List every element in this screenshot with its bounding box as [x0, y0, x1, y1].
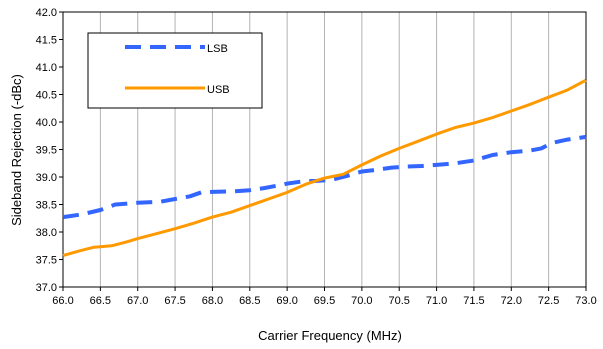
y-tick-label: 37.5	[36, 255, 57, 267]
series-layer	[62, 78, 587, 258]
legend-label-lsb: LSB	[207, 43, 228, 55]
x-tick-label: 66.0	[52, 295, 73, 307]
x-tick-label: 67.0	[127, 295, 148, 307]
y-tick-label: 40.0	[36, 117, 57, 129]
x-tick-label: 71.5	[463, 295, 484, 307]
legend-label-usb: USB	[207, 84, 230, 96]
x-tick-label: 72.0	[501, 295, 522, 307]
y-tick-label: 41.0	[36, 62, 57, 74]
x-tick-label: 67.5	[164, 295, 185, 307]
y-tick-label: 39.5	[36, 145, 57, 157]
x-tick-label: 70.5	[389, 295, 410, 307]
legend: LSB USB	[87, 32, 263, 109]
plot-area	[62, 11, 587, 288]
y-tick-label: 38.0	[36, 227, 57, 239]
y-tick-label: 42.0	[36, 7, 57, 19]
y-axis-title: Sideband Rejection (-dBc)	[9, 74, 24, 226]
legend-box	[87, 32, 263, 109]
series-line-usb	[62, 78, 587, 258]
x-axis-ticks: 66.0 66.5 67.0 67.5 68.0 68.5 69.0 69.5 70.0 70.5…	[52, 287, 597, 307]
x-tick-label: 68.5	[239, 295, 260, 307]
x-tick-label: 66.5	[90, 295, 111, 307]
y-axis-ticks: 37.0 37.5 38.0 38.5 39.0 39.5 40.0 40.5 41.0 41.5…	[36, 7, 63, 294]
x-tick-label: 68.0	[202, 295, 223, 307]
y-tick-label: 39.0	[36, 172, 57, 184]
x-tick-label: 71.0	[426, 295, 447, 307]
y-tick-label: 41.5	[36, 35, 57, 47]
x-tick-label: 72.5	[538, 295, 559, 307]
y-tick-label: 38.5	[36, 200, 57, 212]
y-tick-label: 40.5	[36, 90, 57, 102]
y-tick-label: 37.0	[36, 282, 57, 294]
x-tick-label: 69.0	[276, 295, 297, 307]
series-line-lsb	[62, 134, 587, 220]
x-axis-title: Carrier Frequency (MHz)	[258, 328, 402, 343]
x-tick-label: 70.0	[351, 295, 372, 307]
x-tick-label: 73.0	[575, 295, 596, 307]
x-tick-label: 69.5	[314, 295, 335, 307]
